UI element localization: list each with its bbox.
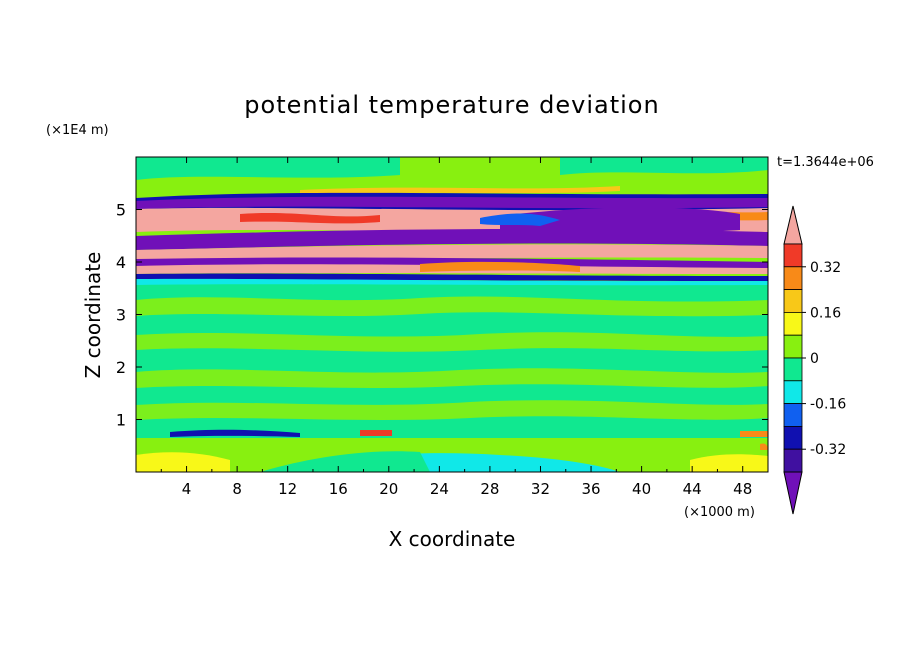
x-axis-title: X coordinate — [389, 527, 516, 551]
x-axis-ticks: 4 8 12 16 20 24 28 32 36 40 44 48 — [160, 157, 752, 498]
colorbar-segment — [783, 380, 803, 404]
y-axis-ticks: 1 2 3 4 5 — [116, 201, 768, 430]
band-top-teal-patch — [136, 157, 400, 180]
x-tick-label: 4 — [182, 480, 192, 498]
y-unit-label: (×1E4 m) — [46, 123, 109, 138]
heatmap-field — [136, 157, 768, 472]
band-top-teal-patch-2 — [560, 157, 768, 175]
y-tick-label: 2 — [116, 358, 126, 377]
colorbar-segment — [783, 311, 803, 336]
stripe-purple-2 — [136, 229, 768, 250]
middle-texture — [136, 296, 768, 420]
time-label: t=1.3644e+06 — [777, 155, 874, 170]
x-tick-label: 24 — [430, 480, 449, 498]
x-tick-label: 12 — [278, 480, 297, 498]
band-top-yellow-line — [300, 186, 620, 195]
lower-orange-dash — [360, 430, 392, 436]
colorbar-segment — [783, 334, 803, 359]
colorbar-tick-label: 0.32 — [810, 260, 841, 276]
bottom-teal-patch — [260, 451, 430, 472]
colorbar-tick-label: 0 — [810, 351, 819, 367]
colorbar-tick-label: 0.16 — [810, 305, 841, 321]
colorbar — [783, 205, 803, 515]
y-tick-label: 3 — [116, 306, 126, 325]
colorbar-segment — [783, 448, 803, 473]
y-tick-label: 4 — [116, 253, 126, 272]
colorbar-segment — [783, 243, 803, 268]
colorbar-tick-label: -0.16 — [810, 397, 846, 413]
stripe-blue-2 — [480, 213, 560, 226]
colorbar-labels: 0.32 0.16 0 -0.16 -0.32 — [802, 260, 846, 458]
colorbar-segment — [783, 403, 803, 427]
stripe-purple-1 — [136, 196, 768, 209]
x-unit-label: (×1000 m) — [684, 505, 755, 520]
stripe-orange-3 — [420, 261, 580, 272]
bottom-orange-spot — [760, 443, 768, 450]
y-axis-title: Z coordinate — [81, 252, 105, 379]
stripe-pink-2 — [136, 244, 768, 262]
chart-title: potential temperature deviation — [244, 91, 659, 119]
x-tick-label: 16 — [329, 480, 348, 498]
y-tick-label: 5 — [116, 201, 126, 220]
x-tick-label: 32 — [531, 480, 550, 498]
x-tick-label: 40 — [632, 480, 651, 498]
stripe-cyan-3 — [136, 278, 768, 286]
x-tick-label: 20 — [379, 480, 398, 498]
y-tick-label: 1 — [116, 411, 126, 430]
x-tick-label: 48 — [733, 480, 752, 498]
x-tick-label: 44 — [683, 480, 702, 498]
colorbar-segment — [783, 289, 803, 313]
colorbar-bottom-arrow — [783, 471, 803, 515]
stripe-red-1 — [240, 213, 380, 224]
colorbar-segment — [783, 357, 803, 382]
colorbar-tick-label: -0.32 — [810, 442, 846, 458]
x-tick-label: 8 — [232, 480, 242, 498]
bottom-yellow-left — [136, 452, 230, 472]
stripe-blue-3 — [136, 273, 768, 281]
lower-purple-line — [170, 429, 300, 437]
lower-orange-dash-2 — [740, 431, 768, 437]
x-tick-label: 28 — [480, 480, 499, 498]
bottom-yellow-right — [690, 454, 768, 472]
colorbar-segment — [783, 266, 803, 290]
colorbar-segment — [783, 425, 803, 450]
x-tick-label: 36 — [581, 480, 600, 498]
stripe-purple-2b — [500, 207, 740, 235]
colorbar-top-arrow — [783, 205, 803, 245]
